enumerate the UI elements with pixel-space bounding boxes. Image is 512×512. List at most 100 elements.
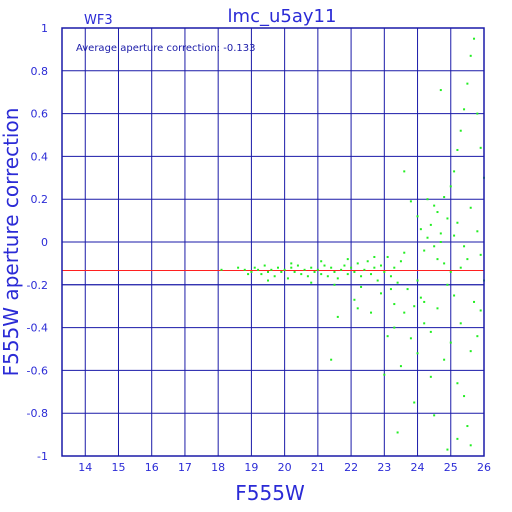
data-point <box>296 264 299 267</box>
data-point <box>379 264 382 267</box>
y-tick-label: -0.4 <box>27 322 48 335</box>
data-point <box>449 185 452 188</box>
data-point <box>383 270 386 273</box>
data-point <box>300 273 303 276</box>
data-point <box>439 232 442 235</box>
data-point <box>476 335 479 338</box>
data-point <box>346 273 349 276</box>
data-point <box>433 245 436 248</box>
data-point <box>469 444 472 447</box>
data-point <box>456 148 459 151</box>
y-tick-label: 0.2 <box>31 193 49 206</box>
data-point <box>280 270 283 273</box>
data-point <box>406 288 409 291</box>
data-point <box>273 275 276 278</box>
data-point <box>396 431 399 434</box>
data-points <box>220 37 485 451</box>
data-point <box>413 401 416 404</box>
data-point <box>449 270 452 273</box>
data-point <box>257 268 260 271</box>
data-point <box>389 275 392 278</box>
data-point <box>403 311 406 314</box>
data-point <box>423 322 426 325</box>
data-point <box>436 307 439 310</box>
data-point <box>276 266 279 269</box>
data-point <box>416 215 419 218</box>
data-point <box>267 279 270 282</box>
chart-title: lmc_u5ay11 <box>228 6 337 27</box>
data-point <box>220 268 223 271</box>
data-point <box>260 273 263 276</box>
x-tick-labels: 14 15 16 17 18 19 20 21 22 23 24 25 26 <box>78 461 491 474</box>
data-point <box>479 146 482 149</box>
data-point <box>393 266 396 269</box>
data-point <box>320 260 323 263</box>
data-point <box>459 322 462 325</box>
data-point <box>343 264 346 267</box>
y-axis-title: F555W aperture correction <box>0 108 23 377</box>
data-point <box>250 270 253 273</box>
data-point <box>426 198 429 201</box>
data-point <box>336 315 339 318</box>
data-point <box>436 211 439 214</box>
data-point <box>456 382 459 385</box>
x-tick-label: 17 <box>178 461 192 474</box>
data-point <box>303 268 306 271</box>
data-point <box>439 89 442 92</box>
x-tick-label: 21 <box>311 461 325 474</box>
data-point <box>436 258 439 261</box>
data-point <box>433 204 436 207</box>
x-tick-label: 23 <box>377 461 391 474</box>
data-point <box>366 260 369 263</box>
panel-label: WF3 <box>84 13 113 28</box>
data-point <box>449 341 452 344</box>
data-point <box>399 260 402 263</box>
data-point <box>419 228 422 231</box>
y-tick-label: -1 <box>37 450 48 463</box>
data-point <box>476 112 479 115</box>
data-point <box>466 258 469 261</box>
x-tick-label: 24 <box>411 461 425 474</box>
data-point <box>443 196 446 199</box>
data-point <box>323 264 326 267</box>
data-point <box>356 262 359 265</box>
data-point <box>267 270 270 273</box>
x-axis-title: F555W <box>235 481 305 505</box>
data-point <box>370 311 373 314</box>
data-point <box>310 281 313 284</box>
data-point <box>310 266 313 269</box>
data-point <box>429 223 432 226</box>
data-point <box>466 425 469 428</box>
data-point <box>383 373 386 376</box>
data-point <box>416 279 419 282</box>
data-point <box>469 206 472 209</box>
plot-frame <box>61 27 485 457</box>
data-point <box>320 273 323 276</box>
data-point <box>463 245 466 248</box>
x-tick-label: 19 <box>244 461 258 474</box>
data-point <box>340 268 343 271</box>
data-point <box>243 268 246 271</box>
data-point <box>263 264 266 267</box>
data-point <box>386 335 389 338</box>
data-point <box>433 414 436 417</box>
data-point <box>459 129 462 132</box>
data-point <box>313 270 316 273</box>
data-point <box>403 251 406 254</box>
data-point <box>453 170 456 173</box>
data-point <box>456 437 459 440</box>
reference-lines <box>62 269 484 286</box>
x-tick-label: 25 <box>444 461 458 474</box>
data-point <box>399 365 402 368</box>
data-point <box>423 249 426 252</box>
data-point <box>439 241 442 243</box>
data-point <box>290 262 293 265</box>
data-point <box>316 268 319 271</box>
data-point <box>290 266 293 269</box>
x-tick-label: 16 <box>145 461 159 474</box>
data-point <box>479 253 482 256</box>
x-tick-label: 14 <box>78 461 92 474</box>
data-point <box>443 262 446 265</box>
data-point <box>416 352 419 355</box>
